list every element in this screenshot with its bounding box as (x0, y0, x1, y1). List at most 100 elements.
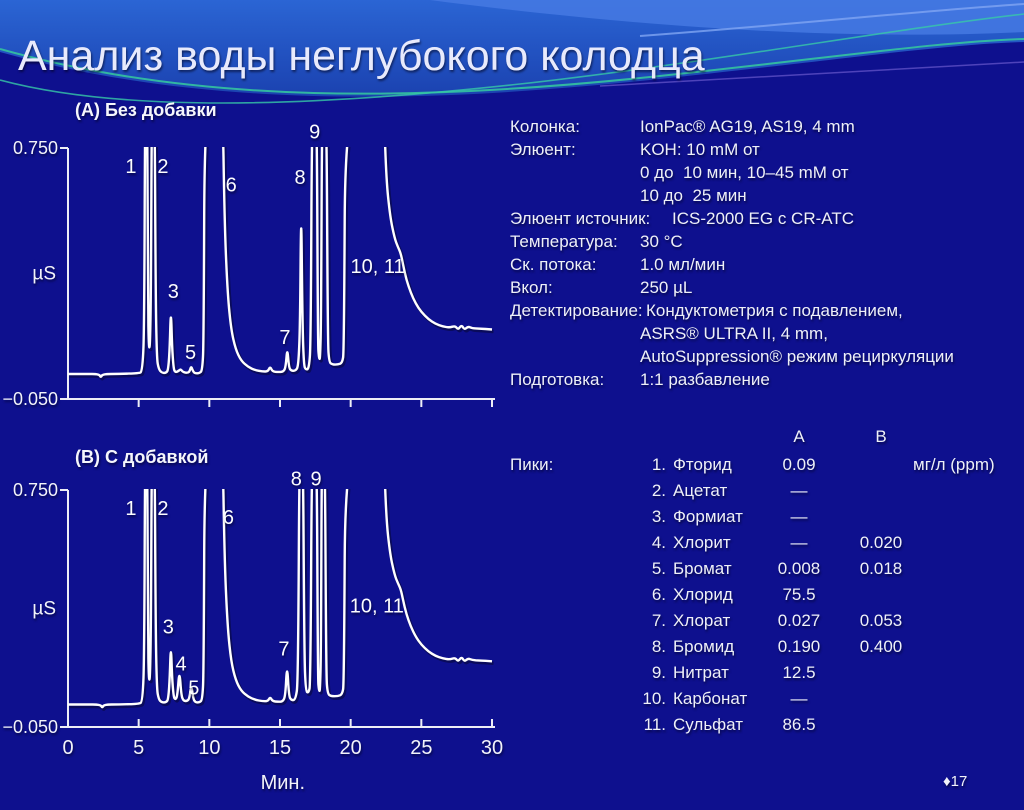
peak-label-3: 3 (163, 616, 174, 638)
method-value: 1.0 мл/мин (640, 255, 726, 274)
peak-value-b: 0.018 (859, 559, 903, 578)
x-tick-label: 10 (198, 737, 220, 759)
peak-name: Формиат (673, 507, 743, 526)
peak-value-a: — (790, 507, 808, 526)
peak-value-a: 0.027 (777, 611, 821, 630)
method-row: Элюент: KOH: 10 mM от (0, 140, 1024, 162)
axis-panel-A (60, 147, 495, 407)
method-value: Кондуктометрия с подавлением, (646, 301, 903, 320)
y-min-label: −0.050 (2, 717, 58, 737)
banner-dark-wave (0, 42, 1024, 118)
peak-number: 7. (651, 611, 666, 630)
column-header-b: B (875, 427, 887, 446)
banner-lightblue-curve (639, 3, 1024, 37)
peak-label-2: 2 (157, 498, 168, 520)
peak-row: 5. Бромат 0.008 0.018 (0, 559, 1024, 581)
peak-label-1011: 10, 11 (350, 596, 404, 618)
peak-row: 4. Хлорит — 0.020 (0, 533, 1024, 555)
peak-name: Сульфат (673, 715, 744, 734)
peak-value-a: — (790, 533, 808, 552)
trace-shadow (69, 489, 494, 711)
banner-teal-curve-2 (0, 13, 1024, 104)
peak-row: 11. Сульфат 86.5 (0, 715, 1024, 737)
y-unit-label: µS (32, 264, 56, 285)
peak-row: 2. Ацетат — (0, 481, 1024, 503)
peak-name: Бромид (673, 637, 735, 656)
banner-teal-curve-1 (0, 38, 1024, 95)
method-label: Подготовка: (510, 370, 605, 389)
peak-name: Ацетат (673, 481, 728, 500)
method-row: ASRS® ULTRA II, 4 mm, (0, 324, 1024, 346)
method-row: Детектирование: Кондуктометрия с подавлен… (0, 301, 1024, 323)
method-row: Колонка: IonPac® AG19, AS19, 4 mm (0, 117, 1024, 139)
chromatogram-panel-A: 0.750 µS −0.050 1 2 3 5 6 7 8 9 10, 11 (2, 121, 495, 409)
peak-number: 5. (651, 559, 666, 578)
peak-label-8: 8 (291, 468, 302, 490)
peak-row: 6. Хлорид 75.5 (0, 585, 1024, 607)
method-row: Вкол: 250 µL (0, 278, 1024, 300)
peak-number: 2. (651, 481, 666, 500)
peak-number: 1. (651, 455, 666, 474)
banner-light-swath (430, 0, 1024, 35)
peak-row: 7. Хлорат 0.027 0.053 (0, 611, 1024, 633)
y-max-label: 0.750 (13, 480, 58, 500)
method-label: Вкол: (510, 278, 553, 297)
peak-number: 9. (651, 663, 666, 682)
peaks-table-header: A B (0, 427, 1024, 449)
diamond-icon: ♦ (943, 773, 951, 790)
peak-name: Хлорат (673, 611, 731, 630)
page-number-value: 17 (950, 773, 968, 790)
peak-value-a: 12.5 (782, 663, 816, 682)
peak-name: Хлорит (673, 533, 731, 552)
peak-number: 11. (643, 715, 666, 734)
method-row: AutoSuppression® режим рециркуляции (0, 347, 1024, 369)
x-tick-label: 25 (410, 737, 432, 759)
peak-label-5: 5 (185, 342, 196, 364)
y-min-label: −0.050 (2, 389, 58, 409)
peak-label-5: 5 (188, 678, 199, 700)
peak-name: Хлорид (673, 585, 733, 604)
peak-label-1: 1 (125, 498, 136, 520)
method-label: Ск. потока: (510, 255, 597, 274)
chromatogram-trace-B (68, 489, 493, 709)
peak-label-9: 9 (309, 121, 320, 143)
method-row: Ск. потока: 1.0 мл/мин (0, 255, 1024, 277)
method-row: 0 до 10 мин, 10–45 mM от (0, 163, 1024, 185)
peak-value-a: 0.09 (782, 455, 816, 474)
x-tick-label: 0 (62, 737, 73, 759)
peak-label-9: 9 (310, 468, 321, 490)
method-value: 1:1 разбавление (640, 370, 770, 389)
peak-label-7: 7 (278, 639, 289, 661)
peak-name: Фторид (673, 455, 732, 474)
y-max-label: 0.750 (13, 138, 58, 158)
method-value: 0 до 10 мин, 10–45 mM от (640, 163, 849, 182)
x-tick-label: 15 (269, 737, 291, 759)
peak-row: 10. Карбонат — (0, 689, 1024, 711)
method-label: Элюент источник: (510, 209, 651, 228)
method-value: 10 до 25 мин (640, 186, 747, 205)
method-label: Элюент: (510, 140, 576, 159)
peak-name: Бромат (673, 559, 732, 578)
method-label: Температура: (510, 232, 618, 251)
method-row: Элюент источник: ICS-2000 EG с CR-ATC (0, 209, 1024, 231)
peak-name: Карбонат (673, 689, 748, 708)
peak-value-a: 75.5 (782, 585, 816, 604)
peak-number: 4. (651, 533, 666, 552)
peak-label-4: 4 (176, 653, 187, 675)
peak-name: Нитрат (673, 663, 729, 682)
panel-a-title: (А) Без добавки (75, 100, 217, 120)
method-label: Детектирование: (510, 301, 643, 320)
peak-label-2: 2 (157, 156, 168, 178)
peak-number: 10. (642, 689, 666, 708)
banner-purple-curve (599, 61, 1024, 87)
method-row: Подготовка: 1:1 разбавление (0, 370, 1024, 392)
x-tick-label: 5 (133, 737, 144, 759)
banner-waves (0, 0, 1024, 118)
chromatogram-trace-A (67, 147, 493, 378)
x-tick-label: 30 (481, 737, 503, 759)
peak-label-7: 7 (279, 327, 290, 349)
peak-value-b: 0.400 (859, 637, 903, 656)
method-value: KOH: 10 mM от (640, 140, 760, 159)
